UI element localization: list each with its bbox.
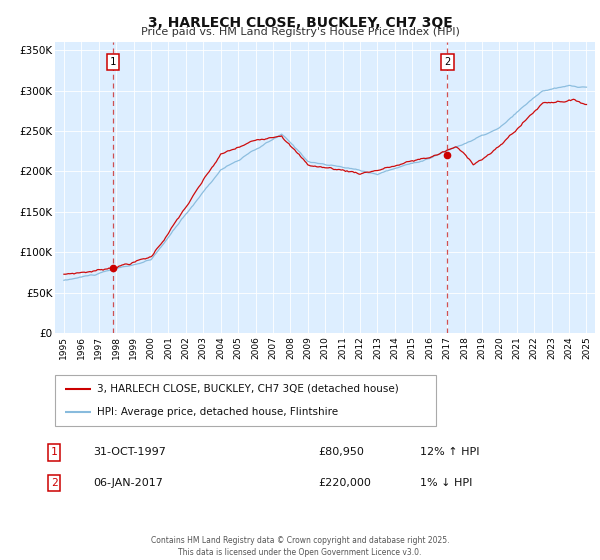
Text: 2: 2	[445, 57, 451, 67]
Text: Contains HM Land Registry data © Crown copyright and database right 2025.
This d: Contains HM Land Registry data © Crown c…	[151, 536, 449, 557]
Text: 3, HARLECH CLOSE, BUCKLEY, CH7 3QE: 3, HARLECH CLOSE, BUCKLEY, CH7 3QE	[148, 16, 452, 30]
Text: 31-OCT-1997: 31-OCT-1997	[93, 447, 166, 458]
Text: 12% ↑ HPI: 12% ↑ HPI	[420, 447, 479, 458]
FancyBboxPatch shape	[55, 375, 436, 426]
Text: Price paid vs. HM Land Registry's House Price Index (HPI): Price paid vs. HM Land Registry's House …	[140, 27, 460, 37]
Text: £80,950: £80,950	[318, 447, 364, 458]
Text: 1: 1	[50, 447, 58, 458]
Text: £220,000: £220,000	[318, 478, 371, 488]
Text: 1% ↓ HPI: 1% ↓ HPI	[420, 478, 472, 488]
Text: 1: 1	[110, 57, 116, 67]
Text: HPI: Average price, detached house, Flintshire: HPI: Average price, detached house, Flin…	[97, 407, 338, 417]
Text: 2: 2	[50, 478, 58, 488]
Text: 06-JAN-2017: 06-JAN-2017	[93, 478, 163, 488]
Text: 3, HARLECH CLOSE, BUCKLEY, CH7 3QE (detached house): 3, HARLECH CLOSE, BUCKLEY, CH7 3QE (deta…	[97, 384, 399, 394]
